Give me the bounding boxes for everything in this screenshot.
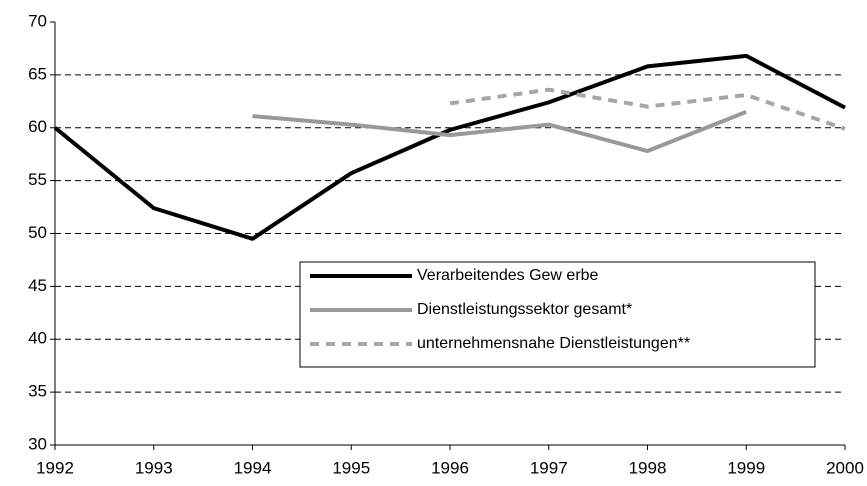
y-tick-label: 50 [28, 223, 47, 242]
y-tick-label: 40 [28, 329, 47, 348]
x-tick-label: 1996 [431, 458, 469, 477]
legend-label: Verarbeitendes Gew erbe [417, 267, 599, 284]
x-tick-label: 1997 [530, 458, 568, 477]
legend-label: unternehmensnahe Dienstleistungen** [417, 335, 690, 352]
series-line [252, 110, 747, 154]
legend: Verarbeitendes Gew erbe Dienstleistungsse… [299, 261, 816, 368]
x-tick-label: 1992 [36, 458, 74, 477]
legend-box [299, 261, 816, 368]
y-tick-label: 55 [28, 170, 47, 189]
y-tick-label: 30 [28, 434, 47, 453]
y-tick-label: 65 [28, 64, 47, 83]
x-tick-label: 1993 [135, 458, 173, 477]
y-tick-label: 35 [28, 382, 47, 401]
x-tick-label: 1994 [234, 458, 272, 477]
x-tick-label: 2000 [826, 458, 864, 477]
x-tick-label: 1999 [727, 458, 765, 477]
y-tick-label: 45 [28, 276, 47, 295]
x-tick-label: 1998 [629, 458, 667, 477]
y-tick-label: 60 [28, 117, 47, 136]
x-tick-label: 1995 [332, 458, 370, 477]
legend-label: Dienstleistungssektor gesamt* [417, 301, 632, 318]
y-tick-label: 70 [28, 11, 47, 30]
series-line [53, 53, 846, 241]
series-line [449, 87, 846, 131]
